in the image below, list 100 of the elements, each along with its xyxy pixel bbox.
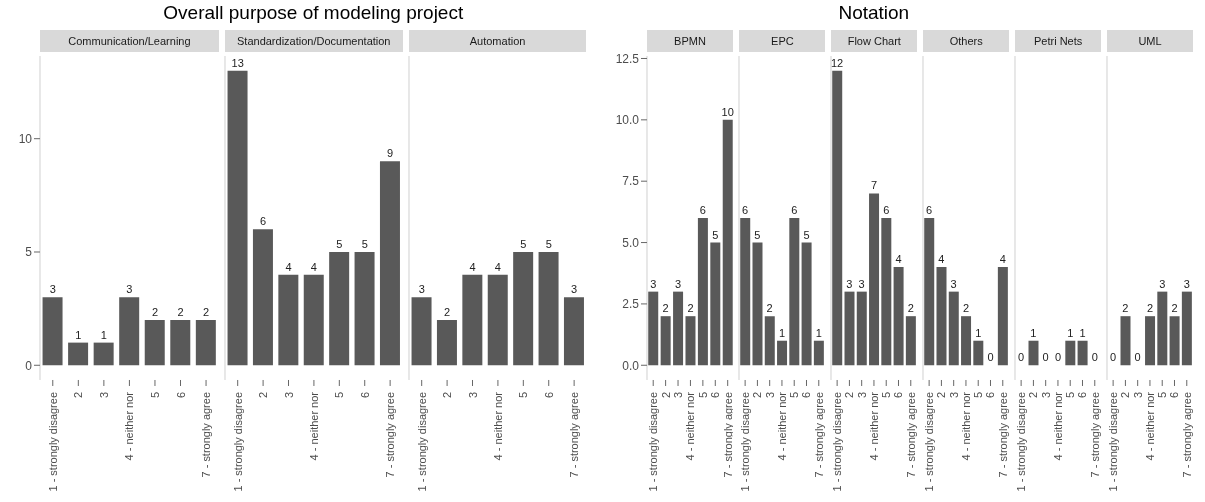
data-label: 7 <box>871 179 878 192</box>
data-label: 2 <box>443 305 450 318</box>
x-tick-label: 2 <box>935 391 948 399</box>
y-tick-label: 2.5 <box>621 297 639 312</box>
data-label: 3 <box>858 277 866 290</box>
x-tick-label: 1 - strongly disagree <box>1015 391 1028 492</box>
data-label: 9 <box>386 147 394 160</box>
bar <box>777 340 788 366</box>
data-label: 3 <box>49 283 56 296</box>
x-tick-label: 5 <box>1064 391 1077 399</box>
x-tick-label: 6 <box>708 391 721 399</box>
x-tick-label: 5 <box>333 392 346 399</box>
data-label: 3 <box>649 277 656 290</box>
data-label: 6 <box>742 204 749 216</box>
data-label: 1 <box>100 328 107 341</box>
x-tick-label: 7 - strongly agree <box>813 391 826 478</box>
x-tick-label: 5 <box>696 391 709 399</box>
x-tick-label: 1 - strongly disagree <box>739 391 752 492</box>
bar <box>436 319 457 366</box>
x-tick-label: 7 - strongly agree <box>721 391 734 478</box>
bar <box>765 316 776 366</box>
chart-subtitle: Flow Chart <box>831 30 918 52</box>
bar <box>857 291 868 366</box>
data-label: 1 <box>75 328 82 341</box>
bar <box>740 218 751 366</box>
x-tick-label: 7 - strongly agree <box>1180 391 1193 478</box>
x-tick-label: 6 <box>892 391 905 399</box>
bar <box>512 251 533 366</box>
x-tick-label: 5 <box>148 392 161 399</box>
chart-subtitle: Others <box>923 30 1010 52</box>
x-tick-label: 7 - strongly agree <box>200 392 213 478</box>
bar <box>832 70 843 366</box>
x-tick-label: 3 <box>947 391 960 399</box>
chart-subtitle: Petri Nets <box>1015 30 1102 52</box>
data-label: 3 <box>126 283 133 296</box>
data-label: 3 <box>674 277 681 290</box>
x-tick-label: 1 - strongly disagree <box>923 391 936 492</box>
data-label: 4 <box>310 260 317 273</box>
x-tick-label: 1 - strongly disagree <box>46 392 59 492</box>
x-tick-label: 4 - neither nor <box>868 391 881 461</box>
data-label: 2 <box>1122 302 1129 315</box>
x-tick-label: 3 <box>671 391 684 399</box>
data-label: 3 <box>950 277 957 290</box>
data-label: 6 <box>791 204 798 216</box>
x-tick-label: 4 - neither nor <box>776 391 789 461</box>
bar <box>961 316 972 366</box>
bar <box>924 218 935 366</box>
data-label: 1 <box>779 326 786 339</box>
bar <box>119 297 140 366</box>
bar <box>752 242 763 366</box>
data-label: 0 <box>987 351 994 364</box>
bar <box>227 70 248 366</box>
bar <box>672 291 683 366</box>
bar <box>906 316 917 366</box>
x-tick-label: 7 - strongly agree <box>567 392 580 478</box>
data-label: 2 <box>686 302 694 315</box>
x-tick-label: 3 <box>1131 391 1144 399</box>
bar <box>881 218 892 366</box>
bar <box>303 274 324 366</box>
data-label: 1 <box>1079 326 1086 339</box>
data-label: 6 <box>883 204 890 216</box>
x-tick-label: 5 <box>972 391 985 399</box>
x-tick-label: 5 <box>880 391 893 399</box>
data-label: 0 <box>1110 351 1117 364</box>
bar <box>814 340 825 366</box>
y-tick-label: 10.0 <box>615 113 639 128</box>
x-tick-label: 4 - neither nor <box>1144 391 1157 461</box>
data-label: 5 <box>545 237 552 250</box>
x-tick-label: 2 <box>659 391 672 399</box>
bar <box>379 161 400 366</box>
bar <box>195 319 216 366</box>
bar <box>170 319 191 366</box>
data-label: 1 <box>1067 326 1074 339</box>
data-label: 12 <box>831 56 844 69</box>
y-tick-label: 0 <box>25 358 33 373</box>
bar <box>684 316 695 366</box>
x-tick-label: 3 <box>856 391 869 399</box>
x-tick-label: 6 <box>358 392 371 399</box>
bar <box>647 291 658 366</box>
y-tick-label: 7.5 <box>621 174 639 189</box>
x-tick-label: 3 <box>466 392 479 399</box>
x-tick-label: 4 - neither nor <box>123 391 136 461</box>
chart-subtitle: Communication/Learning <box>40 30 219 52</box>
bar <box>252 229 273 366</box>
data-label: 4 <box>895 253 902 266</box>
bar <box>68 342 89 366</box>
chart-subtitle: Automation <box>408 30 587 52</box>
chart-title: Overall purpose of modeling project <box>162 2 465 24</box>
data-label: 5 <box>803 228 810 241</box>
bar <box>697 218 708 366</box>
x-tick-label: 1 - strongly disagree <box>231 392 244 492</box>
x-tick-label: 4 - neither nor <box>960 391 973 461</box>
bar <box>973 340 984 366</box>
y-tick-label: 12.5 <box>615 51 639 66</box>
bar <box>936 267 947 366</box>
x-tick-label: 2 <box>1119 391 1132 399</box>
data-label: 5 <box>361 237 368 250</box>
data-label: 0 <box>1018 351 1025 364</box>
x-tick-label: 2 <box>843 391 856 399</box>
bar <box>949 291 960 366</box>
